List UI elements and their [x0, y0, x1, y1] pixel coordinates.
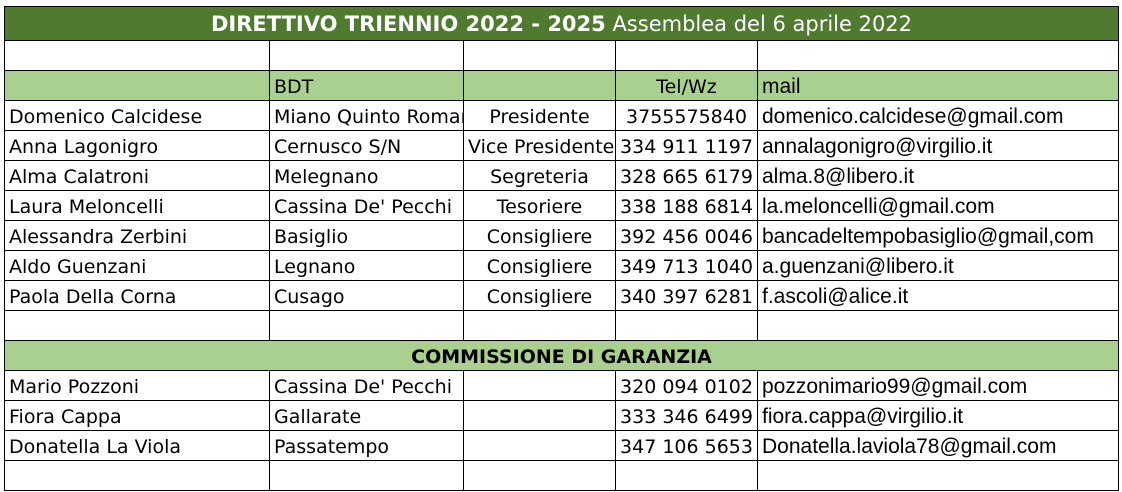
table-row: Donatella La Viola Passatempo 347 106 5653…: [4, 430, 1120, 461]
table-row: Laura Meloncelli Cassina De' Pecchi Tesori…: [4, 190, 1120, 221]
cell[interactable]: [756, 40, 1120, 71]
member-mail[interactable]: Donatella.laviola78@gmail.com: [756, 430, 1120, 461]
spreadsheet: DIRETTIVO TRIENNIO 2022 - 2025 Assemblea…: [3, 6, 1120, 491]
member-phone[interactable]: 340 397 6281: [615, 280, 758, 311]
table-row: Fiora Cappa Gallarate 333 346 6499 fiora.ca…: [4, 400, 1120, 431]
table-row: Paola Della Corna Cusago Consigliere 340 39…: [4, 280, 1120, 311]
member-name[interactable]: Aldo Guenzani: [4, 250, 270, 281]
member-mail[interactable]: a.guenzani@libero.it: [756, 250, 1120, 281]
cell[interactable]: [4, 310, 270, 341]
empty-row: [4, 40, 1120, 71]
cell[interactable]: [463, 40, 616, 71]
member-phone[interactable]: 334 911 1197: [615, 130, 758, 161]
member-bdt[interactable]: Cassina De' Pecchi: [269, 370, 464, 401]
member-phone[interactable]: 320 094 0102: [615, 370, 758, 401]
member-bdt[interactable]: Melegnano: [269, 160, 464, 191]
header-mail[interactable]: mail: [756, 70, 1120, 101]
member-role[interactable]: [463, 370, 616, 401]
member-role[interactable]: [463, 430, 616, 461]
cell[interactable]: [269, 40, 464, 71]
member-name[interactable]: Laura Meloncelli: [4, 190, 270, 221]
member-name[interactable]: Anna Lagonigro: [4, 130, 270, 161]
title-row: DIRETTIVO TRIENNIO 2022 - 2025 Assemblea…: [3, 6, 1120, 41]
header-row: BDT Tel/Wz mail: [4, 70, 1120, 101]
member-bdt[interactable]: Passatempo: [269, 430, 464, 461]
cell[interactable]: [615, 40, 758, 71]
member-role[interactable]: Consigliere: [463, 220, 616, 251]
cell[interactable]: [463, 310, 616, 341]
title-main: DIRETTIVO TRIENNIO 2022 - 2025: [211, 11, 606, 36]
cell[interactable]: [463, 460, 616, 491]
member-name[interactable]: Paola Della Corna: [4, 280, 270, 311]
member-phone[interactable]: 392 456 0046: [615, 220, 758, 251]
member-bdt[interactable]: Basiglio: [269, 220, 464, 251]
member-mail[interactable]: la.meloncelli@gmail.com: [756, 190, 1120, 221]
member-name[interactable]: Fiora Cappa: [4, 400, 270, 431]
member-role[interactable]: Vice Presidente: [463, 130, 616, 161]
table-row: Mario Pozzoni Cassina De' Pecchi 320 094 0…: [4, 370, 1120, 401]
member-role[interactable]: Consigliere: [463, 280, 616, 311]
member-mail[interactable]: domenico.calcidese@gmail.com: [756, 100, 1120, 131]
cell[interactable]: [615, 310, 758, 341]
member-name[interactable]: Alma Calatroni: [4, 160, 270, 191]
member-mail[interactable]: bancadeltempobasiglio@gmail,com: [756, 220, 1120, 251]
table-row: Anna Lagonigro Cernusco S/N Vice President…: [4, 130, 1120, 161]
table-row: Alessandra Zerbini Basiglio Consigliere 392…: [4, 220, 1120, 251]
header-name[interactable]: [4, 70, 270, 101]
member-phone[interactable]: 328 665 6179: [615, 160, 758, 191]
member-bdt[interactable]: Legnano: [269, 250, 464, 281]
member-phone[interactable]: 347 106 5653: [615, 430, 758, 461]
section-title[interactable]: COMMISSIONE DI GARANZIA: [3, 340, 1120, 371]
empty-row: [4, 310, 1120, 341]
header-bdt[interactable]: BDT: [269, 70, 464, 101]
members-table: DIRETTIVO TRIENNIO 2022 - 2025 Assemblea…: [3, 6, 1120, 491]
member-bdt[interactable]: Cusago: [269, 280, 464, 311]
cell[interactable]: [756, 310, 1120, 341]
table-row: Aldo Guenzani Legnano Consigliere 349 713 1…: [4, 250, 1120, 281]
member-role[interactable]: [463, 400, 616, 431]
table-row: Alma Calatroni Melegnano Segreteria 328 665…: [4, 160, 1120, 191]
header-tel[interactable]: Tel/Wz: [615, 70, 758, 101]
member-mail[interactable]: alma.8@libero.it: [756, 160, 1120, 191]
member-phone[interactable]: 349 713 1040: [615, 250, 758, 281]
member-role[interactable]: Segreteria: [463, 160, 616, 191]
member-mail[interactable]: annalagonigro@virgilio.it: [756, 130, 1120, 161]
empty-row: [4, 460, 1120, 491]
member-mail[interactable]: fiora.cappa@virgilio.it: [756, 400, 1120, 431]
member-role[interactable]: Presidente: [463, 100, 616, 131]
member-name[interactable]: Domenico Calcidese: [4, 100, 270, 131]
member-bdt[interactable]: Gallarate: [269, 400, 464, 431]
member-role[interactable]: Tesoriere: [463, 190, 616, 221]
member-name[interactable]: Alessandra Zerbini: [4, 220, 270, 251]
member-phone[interactable]: 333 346 6499: [615, 400, 758, 431]
cell[interactable]: [615, 460, 758, 491]
title-subtitle: Assemblea del 6 aprile 2022: [605, 11, 913, 36]
member-bdt[interactable]: Cassina De' Pecchi: [269, 190, 464, 221]
cell[interactable]: [269, 310, 464, 341]
cell[interactable]: [4, 40, 270, 71]
member-phone[interactable]: 338 188 6814: [615, 190, 758, 221]
member-mail[interactable]: f.ascoli@alice.it: [756, 280, 1120, 311]
header-role[interactable]: [463, 70, 616, 101]
member-bdt[interactable]: Cernusco S/N: [269, 130, 464, 161]
cell[interactable]: [269, 460, 464, 491]
sheet-title[interactable]: DIRETTIVO TRIENNIO 2022 - 2025 Assemblea…: [3, 6, 1120, 41]
section-row: COMMISSIONE DI GARANZIA: [3, 340, 1120, 371]
member-name[interactable]: Donatella La Viola: [4, 430, 270, 461]
member-role[interactable]: Consigliere: [463, 250, 616, 281]
cell[interactable]: [4, 460, 270, 491]
table-row: Domenico Calcidese Miano Quinto Romano Pre…: [4, 100, 1120, 131]
member-bdt[interactable]: Miano Quinto Romano: [269, 100, 464, 131]
member-phone[interactable]: 3755575840: [615, 100, 758, 131]
member-name[interactable]: Mario Pozzoni: [4, 370, 270, 401]
member-mail[interactable]: pozzonimario99@gmail.com: [756, 370, 1120, 401]
cell[interactable]: [756, 460, 1120, 491]
